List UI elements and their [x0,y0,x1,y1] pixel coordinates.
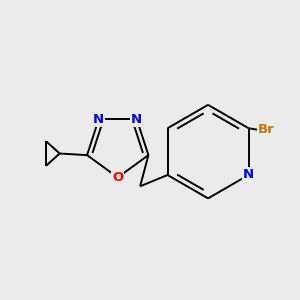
Text: N: N [93,112,104,126]
Text: O: O [112,171,123,184]
Text: Br: Br [258,123,275,136]
Text: N: N [131,112,142,126]
Text: N: N [243,169,254,182]
